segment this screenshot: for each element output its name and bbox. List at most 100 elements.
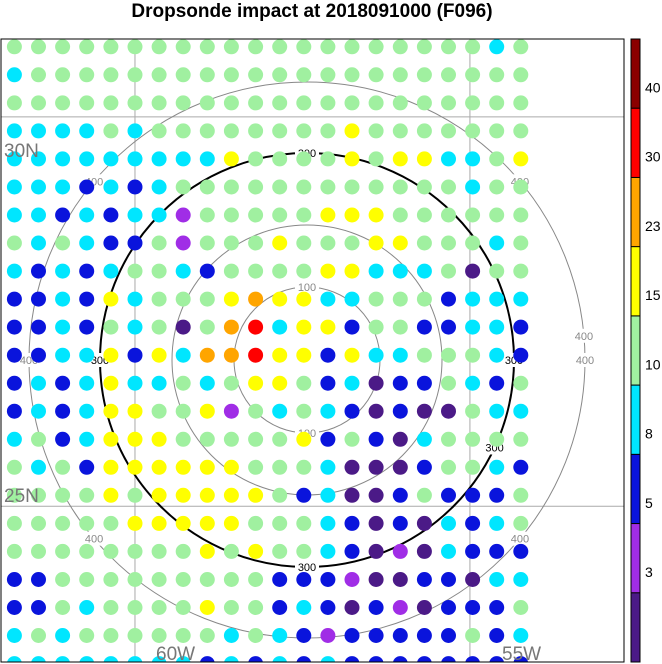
data-point bbox=[489, 39, 505, 55]
data-point bbox=[489, 403, 505, 419]
data-point bbox=[513, 39, 529, 55]
data-point bbox=[272, 319, 288, 335]
data-point bbox=[248, 263, 264, 279]
data-point bbox=[296, 235, 312, 251]
data-point bbox=[368, 67, 384, 83]
data-point bbox=[344, 459, 360, 475]
data-point bbox=[272, 179, 288, 195]
data-point bbox=[465, 375, 481, 391]
data-point bbox=[513, 67, 529, 83]
data-point bbox=[55, 431, 71, 447]
data-point bbox=[175, 600, 191, 615]
data-point bbox=[320, 67, 336, 83]
data-point bbox=[199, 431, 215, 447]
data-point bbox=[248, 123, 264, 139]
data-point bbox=[103, 151, 119, 167]
data-point bbox=[175, 123, 191, 139]
data-point bbox=[199, 375, 215, 391]
data-point bbox=[151, 375, 167, 391]
data-point bbox=[151, 39, 167, 55]
data-point bbox=[79, 39, 95, 55]
data-point bbox=[103, 39, 119, 55]
data-point bbox=[392, 235, 408, 251]
lon-label-60w: 60W bbox=[156, 644, 195, 664]
data-point bbox=[223, 543, 239, 559]
data-point bbox=[368, 207, 384, 223]
data-point bbox=[320, 656, 336, 662]
data-point bbox=[6, 123, 22, 139]
data-point bbox=[127, 123, 143, 139]
data-point bbox=[6, 543, 22, 559]
colorbar-bin bbox=[630, 523, 641, 594]
data-point bbox=[6, 600, 22, 615]
data-point bbox=[127, 263, 143, 279]
data-point bbox=[416, 319, 432, 335]
data-point bbox=[320, 235, 336, 251]
data-point bbox=[296, 628, 312, 643]
data-point bbox=[31, 375, 46, 391]
data-point bbox=[416, 515, 432, 531]
data-point bbox=[151, 431, 167, 447]
data-point bbox=[6, 487, 22, 503]
data-point bbox=[223, 375, 239, 391]
data-point bbox=[320, 151, 336, 167]
data-point bbox=[320, 403, 336, 419]
data-point bbox=[6, 235, 22, 251]
data-point bbox=[151, 403, 167, 419]
data-point bbox=[224, 656, 239, 662]
data-point bbox=[31, 487, 46, 503]
data-point bbox=[79, 235, 95, 251]
colorbar-tick-label: 3 bbox=[645, 564, 653, 580]
data-point bbox=[272, 459, 288, 475]
data-point bbox=[392, 263, 408, 279]
data-point bbox=[513, 487, 529, 503]
data-point bbox=[272, 39, 288, 55]
data-point bbox=[368, 291, 384, 307]
data-point bbox=[31, 431, 46, 447]
data-point bbox=[79, 515, 95, 531]
data-point bbox=[513, 179, 529, 195]
data-point bbox=[296, 151, 312, 167]
data-point bbox=[151, 319, 167, 335]
data-point bbox=[248, 207, 264, 223]
data-point bbox=[489, 375, 505, 391]
data-point bbox=[103, 431, 119, 447]
data-point bbox=[344, 572, 360, 587]
data-point bbox=[465, 39, 481, 55]
data-point bbox=[223, 235, 239, 251]
data-point bbox=[392, 39, 408, 55]
data-point bbox=[320, 572, 336, 587]
data-point bbox=[344, 543, 360, 559]
data-point bbox=[223, 95, 239, 111]
data-point bbox=[513, 291, 529, 307]
data-point bbox=[79, 151, 95, 167]
data-point bbox=[31, 656, 46, 662]
data-point bbox=[296, 487, 312, 503]
data-point bbox=[31, 95, 46, 111]
data-point bbox=[272, 600, 288, 615]
data-point bbox=[416, 403, 432, 419]
data-point bbox=[248, 543, 264, 559]
data-point bbox=[79, 95, 95, 111]
data-point bbox=[368, 123, 384, 139]
data-point bbox=[223, 123, 239, 139]
data-point bbox=[6, 151, 22, 167]
data-point bbox=[513, 123, 529, 139]
data-point bbox=[6, 179, 22, 195]
data-point bbox=[272, 656, 288, 662]
data-point bbox=[513, 656, 529, 662]
data-point bbox=[344, 628, 360, 643]
lat-label-25n: 25N bbox=[4, 486, 39, 507]
data-point bbox=[465, 95, 481, 111]
colorbar-bin bbox=[630, 315, 641, 386]
data-point bbox=[489, 656, 505, 662]
data-point bbox=[127, 179, 143, 195]
data-point bbox=[6, 67, 22, 83]
data-point bbox=[31, 515, 46, 531]
data-point bbox=[416, 600, 432, 615]
data-point bbox=[55, 39, 71, 55]
data-point bbox=[296, 319, 312, 335]
data-point bbox=[31, 403, 46, 419]
data-point bbox=[199, 39, 215, 55]
